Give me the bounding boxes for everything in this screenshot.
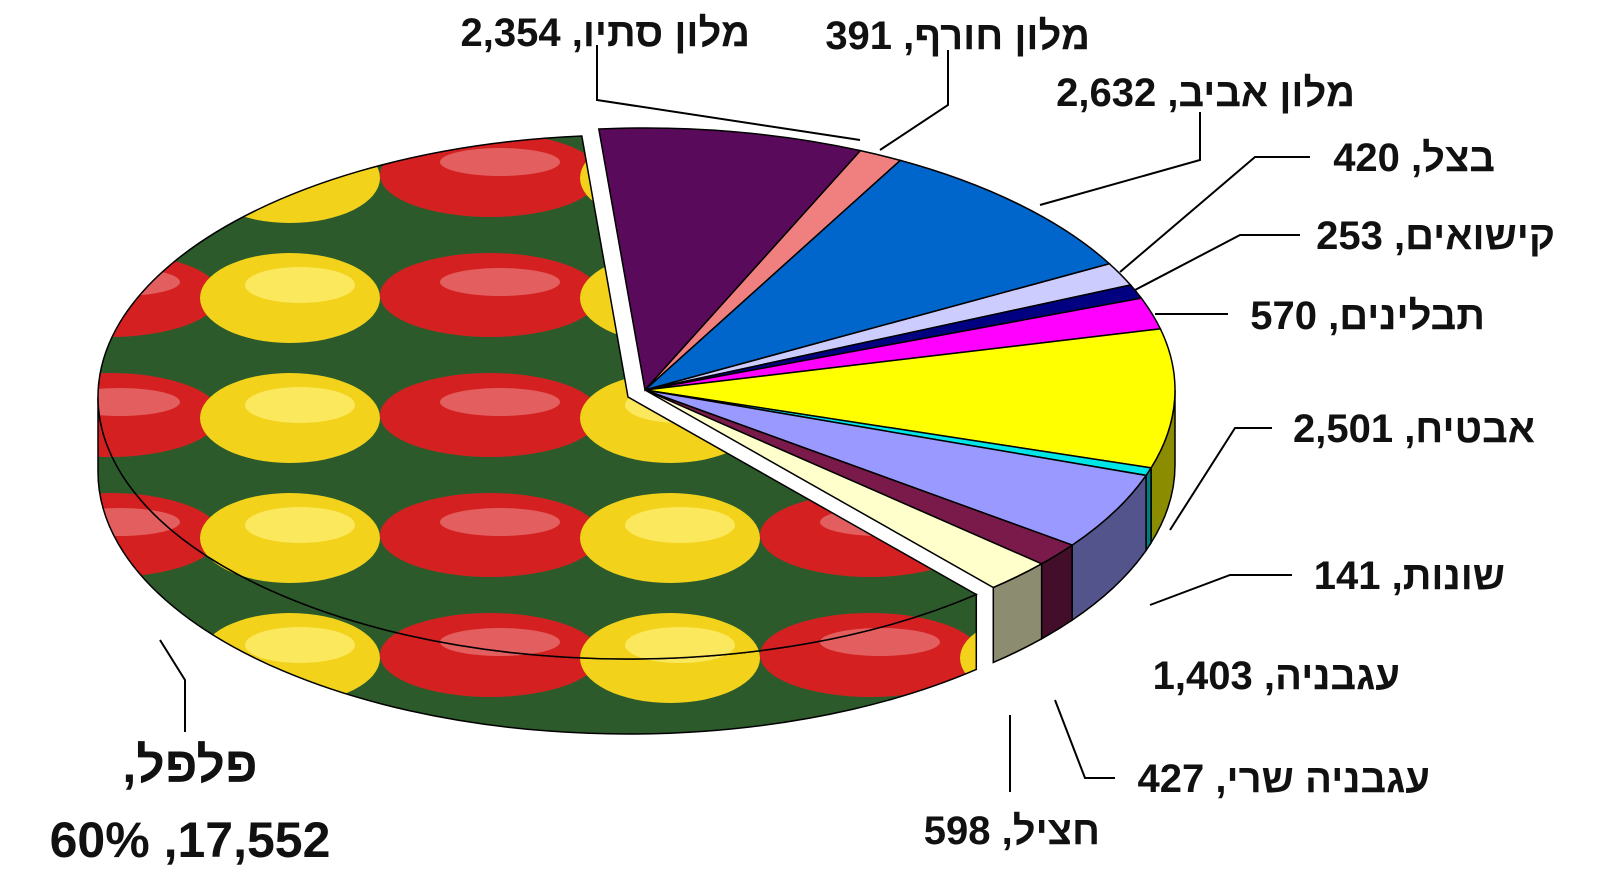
data-label: עגבניה שרי, 427 <box>1138 754 1430 804</box>
data-label: תבלינים, 570 <box>1250 291 1485 341</box>
data-label: חציל, 598 <box>924 806 1100 856</box>
leader-line <box>1150 575 1292 605</box>
data-label: שונות, 141 <box>1314 551 1505 601</box>
data-label: קישואים, 253 <box>1316 211 1555 261</box>
leader-line <box>1055 700 1115 778</box>
data-label: פלפל, 17,552, 60% <box>0 728 380 878</box>
pie <box>98 128 1175 734</box>
leader-line <box>1170 428 1272 530</box>
leader-line <box>160 640 185 732</box>
data-label: מלון סתיו, 2,354 <box>460 8 750 58</box>
data-label: בצל, 420 <box>1333 133 1495 183</box>
data-label: עגבניה, 1,403 <box>1153 651 1400 701</box>
data-label: מלון אביב, 2,632 <box>1056 68 1355 118</box>
leader-line <box>597 45 860 140</box>
page: מלון סתיו, 2,354 מלון חורף, 391 מלון אביב,… <box>0 0 1612 895</box>
leader-line <box>1135 235 1300 290</box>
data-label: אבטיח, 2,501 <box>1293 404 1535 454</box>
slice-side <box>1146 468 1151 551</box>
data-label: מלון חורף, 391 <box>825 11 1090 61</box>
leader-line <box>1040 112 1200 205</box>
leader-line <box>880 50 948 150</box>
